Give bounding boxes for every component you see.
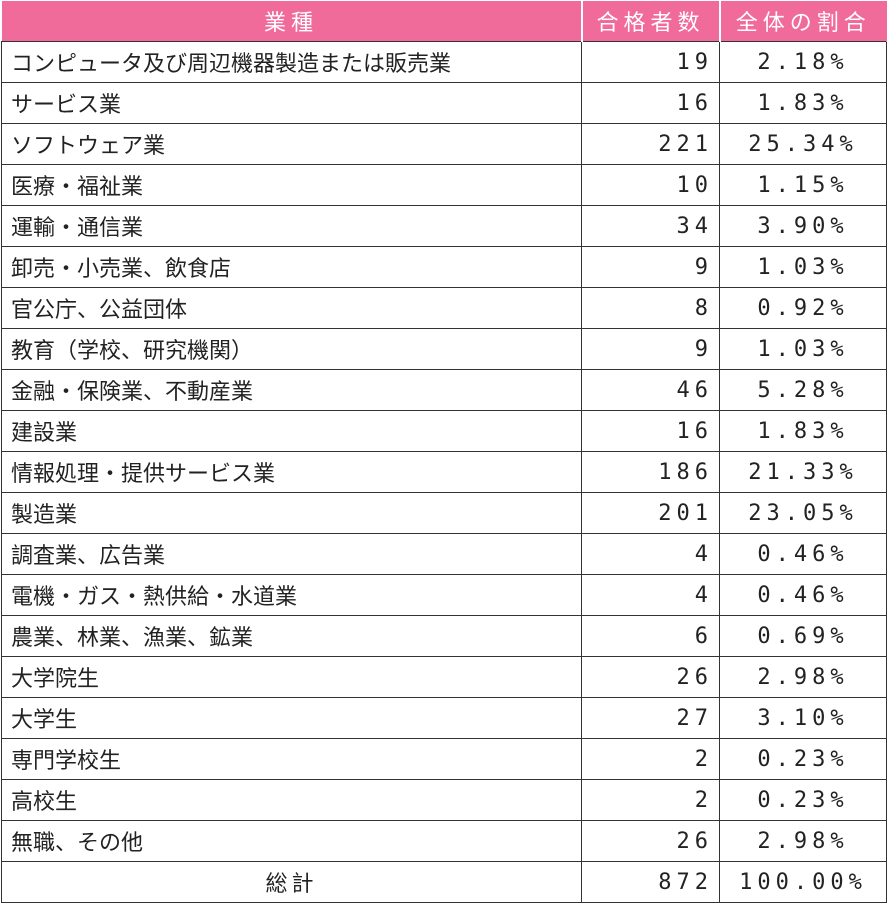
table-row: 大学生 27 3.10% xyxy=(1,697,887,739)
passer-count: 34 xyxy=(581,205,720,247)
ratio-value: 0.69% xyxy=(719,615,887,657)
ratio-value: 23.05% xyxy=(719,492,887,534)
industry-name: 農業、林業、漁業、鉱業 xyxy=(1,615,582,657)
ratio-value: 0.23% xyxy=(719,738,887,780)
industry-name: 官公庁、公益団体 xyxy=(1,287,582,329)
passer-count: 8 xyxy=(581,287,720,329)
industry-name: サービス業 xyxy=(1,82,582,124)
ratio-value: 1.83% xyxy=(719,410,887,452)
passer-count: 186 xyxy=(581,451,720,493)
ratio-value: 3.90% xyxy=(719,205,887,247)
passer-count: 201 xyxy=(581,492,720,534)
industry-name: 医療・福祉業 xyxy=(1,164,582,206)
passer-count: 19 xyxy=(581,41,720,83)
table-row: 高校生 2 0.23% xyxy=(1,779,887,821)
ratio-value: 1.15% xyxy=(719,164,887,206)
passer-count: 221 xyxy=(581,123,720,165)
table-row: ソフトウェア業 221 25.34% xyxy=(1,123,887,165)
passer-count: 6 xyxy=(581,615,720,657)
passer-count: 16 xyxy=(581,82,720,124)
industry-name: 金融・保険業、不動産業 xyxy=(1,369,582,411)
header-ratio: 全体の割合 xyxy=(719,1,887,42)
header-passers: 合格者数 xyxy=(581,1,721,42)
industry-name: 無職、その他 xyxy=(1,820,582,862)
industry-name: 教育（学校、研究機関） xyxy=(1,328,582,370)
table-row: 大学院生 26 2.98% xyxy=(1,656,887,698)
ratio-value: 3.10% xyxy=(719,697,887,739)
ratio-value: 0.92% xyxy=(719,287,887,329)
table-row: 建設業 16 1.83% xyxy=(1,410,887,452)
passer-count: 4 xyxy=(581,574,720,616)
total-count: 872 xyxy=(581,861,720,903)
ratio-value: 0.23% xyxy=(719,779,887,821)
passer-count: 9 xyxy=(581,328,720,370)
ratio-value: 5.28% xyxy=(719,369,887,411)
industry-name: 製造業 xyxy=(1,492,582,534)
table-row: 電機・ガス・熱供給・水道業 4 0.46% xyxy=(1,574,887,616)
industry-name: 高校生 xyxy=(1,779,582,821)
passer-count: 2 xyxy=(581,779,720,821)
industry-name: コンピュータ及び周辺機器製造または販売業 xyxy=(1,41,582,83)
table-row: 製造業 201 23.05% xyxy=(1,492,887,534)
industry-name: 大学生 xyxy=(1,697,582,739)
table-row: 教育（学校、研究機関） 9 1.03% xyxy=(1,328,887,370)
table-body: コンピュータ及び周辺機器製造または販売業 19 2.18% サービス業 16 1… xyxy=(1,41,887,903)
industry-name: 建設業 xyxy=(1,410,582,452)
passer-count: 2 xyxy=(581,738,720,780)
ratio-value: 1.03% xyxy=(719,246,887,288)
table-row: 専門学校生 2 0.23% xyxy=(1,738,887,780)
ratio-value: 0.46% xyxy=(719,533,887,575)
total-row: 総計 872 100.00% xyxy=(1,861,887,903)
table-row: 卸売・小売業、飲食店 9 1.03% xyxy=(1,246,887,288)
table-row: コンピュータ及び周辺機器製造または販売業 19 2.18% xyxy=(1,41,887,83)
ratio-value: 25.34% xyxy=(719,123,887,165)
passer-count: 26 xyxy=(581,656,720,698)
passer-count: 4 xyxy=(581,533,720,575)
table-row: 情報処理・提供サービス業 186 21.33% xyxy=(1,451,887,493)
industry-name: 運輸・通信業 xyxy=(1,205,582,247)
passer-count: 16 xyxy=(581,410,720,452)
passer-count: 10 xyxy=(581,164,720,206)
header-industry: 業種 xyxy=(1,1,583,42)
ratio-value: 2.18% xyxy=(719,41,887,83)
table-row: 官公庁、公益団体 8 0.92% xyxy=(1,287,887,329)
industry-name: 専門学校生 xyxy=(1,738,582,780)
industry-name: 調査業、広告業 xyxy=(1,533,582,575)
industry-name: 卸売・小売業、飲食店 xyxy=(1,246,582,288)
ratio-value: 21.33% xyxy=(719,451,887,493)
table-row: 医療・福祉業 10 1.15% xyxy=(1,164,887,206)
header-row: 業種 合格者数 全体の割合 xyxy=(1,1,887,42)
passer-count: 9 xyxy=(581,246,720,288)
total-ratio: 100.00% xyxy=(719,861,887,903)
industry-name: ソフトウェア業 xyxy=(1,123,582,165)
ratio-value: 2.98% xyxy=(719,820,887,862)
table-row: 農業、林業、漁業、鉱業 6 0.69% xyxy=(1,615,887,657)
ratio-value: 1.03% xyxy=(719,328,887,370)
passer-count: 46 xyxy=(581,369,720,411)
passer-count: 26 xyxy=(581,820,720,862)
table-row: 金融・保険業、不動産業 46 5.28% xyxy=(1,369,887,411)
total-label: 総計 xyxy=(1,861,582,903)
table-row: 無職、その他 26 2.98% xyxy=(1,820,887,862)
industry-name: 大学院生 xyxy=(1,656,582,698)
table-row: 調査業、広告業 4 0.46% xyxy=(1,533,887,575)
table-row: サービス業 16 1.83% xyxy=(1,82,887,124)
industry-name: 情報処理・提供サービス業 xyxy=(1,451,582,493)
table-row: 運輸・通信業 34 3.90% xyxy=(1,205,887,247)
ratio-value: 2.98% xyxy=(719,656,887,698)
passer-count: 27 xyxy=(581,697,720,739)
ratio-value: 1.83% xyxy=(719,82,887,124)
industry-name: 電機・ガス・熱供給・水道業 xyxy=(1,574,582,616)
ratio-value: 0.46% xyxy=(719,574,887,616)
